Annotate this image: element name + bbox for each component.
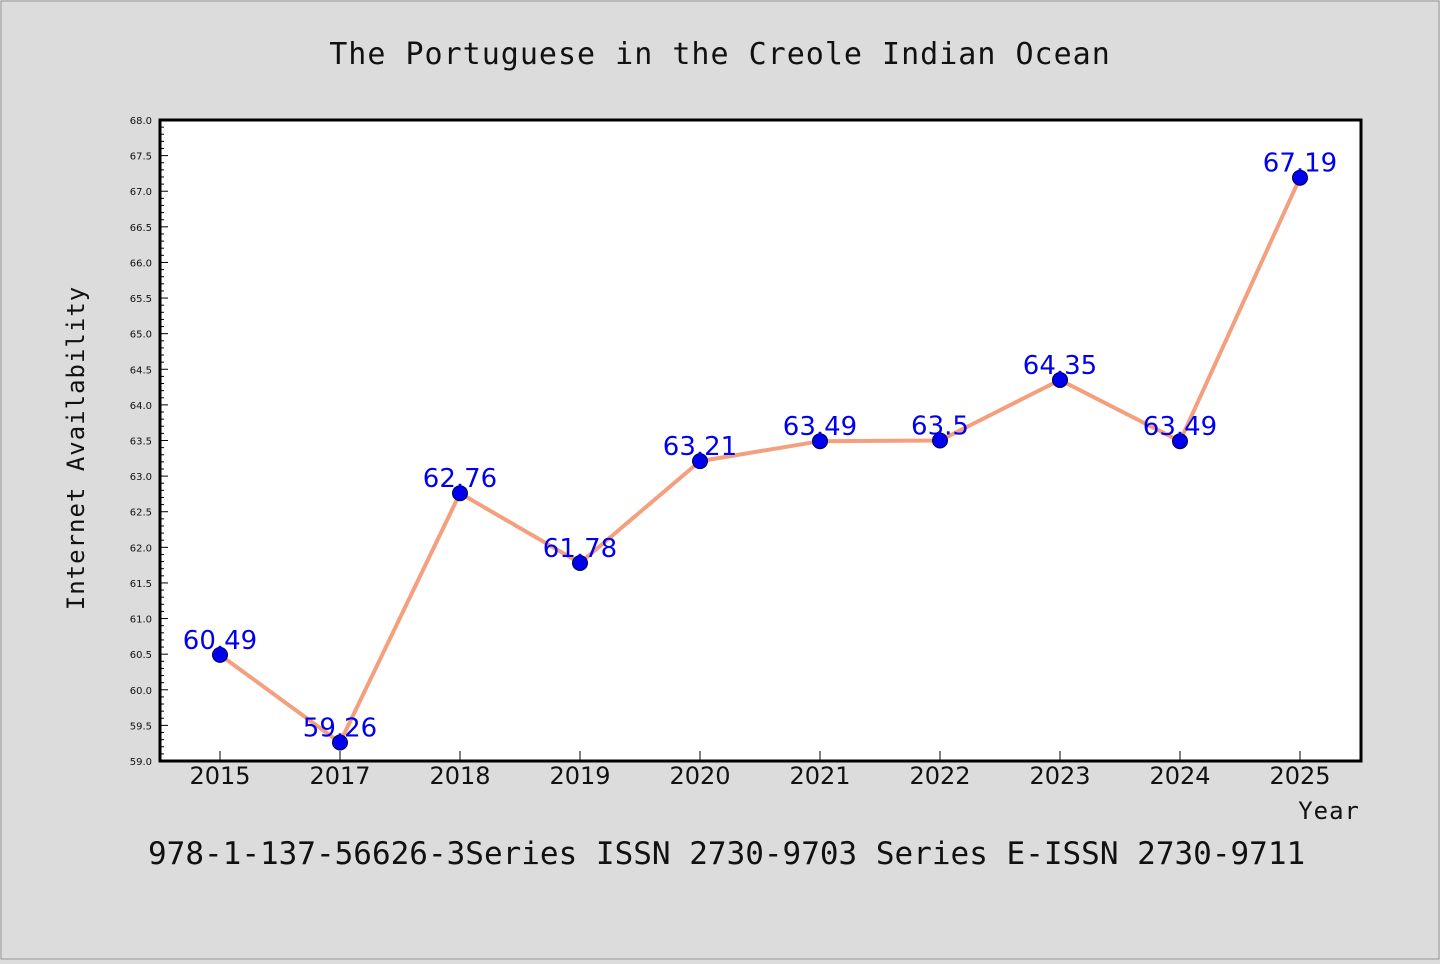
data-point bbox=[452, 485, 468, 502]
data-label: 63.5 bbox=[911, 412, 969, 442]
data-point bbox=[1052, 371, 1068, 388]
series-line-path bbox=[218, 176, 1302, 745]
data-label: 63.49 bbox=[1143, 412, 1217, 442]
y-tick-label: 60.5 bbox=[130, 650, 152, 661]
data-label: 67.19 bbox=[1263, 149, 1337, 179]
data-label: 64.35 bbox=[1023, 351, 1097, 381]
y-tick-label: 60.0 bbox=[130, 686, 152, 697]
x-tick-label: 2023 bbox=[1029, 762, 1090, 790]
y-tick-label: 64.5 bbox=[130, 365, 152, 376]
data-point bbox=[812, 433, 828, 450]
plot-area bbox=[158, 118, 1363, 763]
x-tick-label: 2025 bbox=[1269, 762, 1330, 790]
y-tick-label: 65.5 bbox=[130, 294, 152, 305]
y-tick-label: 62.0 bbox=[130, 543, 152, 554]
y-tick-label: 61.0 bbox=[130, 615, 152, 626]
data-labels: 60.49 59.26 62.76 61.78 63.21 63.49 63.5 64.35 6… bbox=[183, 149, 1337, 744]
y-tick-label: 59.0 bbox=[130, 757, 152, 768]
series-line bbox=[212, 169, 1308, 751]
y-tick-label: 68.0 bbox=[130, 116, 152, 127]
x-tick-label: 2024 bbox=[1149, 762, 1210, 790]
y-tick-label: 63.5 bbox=[130, 437, 152, 448]
x-tick-label: 2022 bbox=[909, 762, 970, 790]
x-tick-label: 2021 bbox=[789, 762, 850, 790]
data-label: 59.26 bbox=[303, 713, 377, 743]
data-point bbox=[332, 734, 348, 751]
x-tick-label: 2015 bbox=[189, 762, 250, 790]
y-tick-label: 63.0 bbox=[130, 472, 152, 483]
data-point bbox=[572, 555, 588, 572]
y-axis-label: Internet Availability bbox=[62, 286, 90, 610]
data-label: 61.78 bbox=[543, 534, 617, 564]
data-label: 63.21 bbox=[663, 432, 737, 462]
y-tick-label: 66.5 bbox=[130, 223, 152, 234]
data-point bbox=[1172, 433, 1188, 450]
x-tick-label: 2018 bbox=[429, 762, 490, 790]
x-axis: 2015 2017 2018 2019 2020 2021 2022 2023 2024 2025 bbox=[189, 751, 1331, 790]
y-axis: 59.0 59.5 60.0 60.5 61.0 61.5 62.0 62.5 63.0 63.5… bbox=[130, 116, 168, 768]
data-point bbox=[1292, 169, 1308, 186]
x-tick-label: 2017 bbox=[309, 762, 370, 790]
data-label: 63.49 bbox=[783, 412, 857, 442]
data-label: 60.49 bbox=[183, 626, 257, 656]
x-tick-label: 2019 bbox=[549, 762, 610, 790]
y-tick-label: 59.5 bbox=[130, 721, 152, 732]
y-tick-label: 61.5 bbox=[130, 579, 152, 590]
y-tick-label: 67.0 bbox=[130, 187, 152, 198]
y-tick-label: 67.5 bbox=[130, 152, 152, 163]
data-point bbox=[212, 646, 228, 663]
data-label: 62.76 bbox=[423, 464, 497, 494]
data-point bbox=[692, 453, 708, 470]
data-point bbox=[932, 432, 948, 449]
y-tick-label: 62.5 bbox=[130, 508, 152, 519]
y-tick-label: 65.0 bbox=[130, 330, 152, 341]
y-tick-label: 66.0 bbox=[130, 258, 152, 269]
isbn-footer: 978-1-137-56626-3Series ISSN 2730-9703 S… bbox=[148, 836, 1305, 872]
x-axis-label: Year bbox=[1298, 797, 1360, 825]
y-tick-label: 64.0 bbox=[130, 401, 152, 412]
chart-title: The Portuguese in the Creole Indian Ocea… bbox=[329, 37, 1111, 72]
x-tick-label: 2020 bbox=[669, 762, 730, 790]
